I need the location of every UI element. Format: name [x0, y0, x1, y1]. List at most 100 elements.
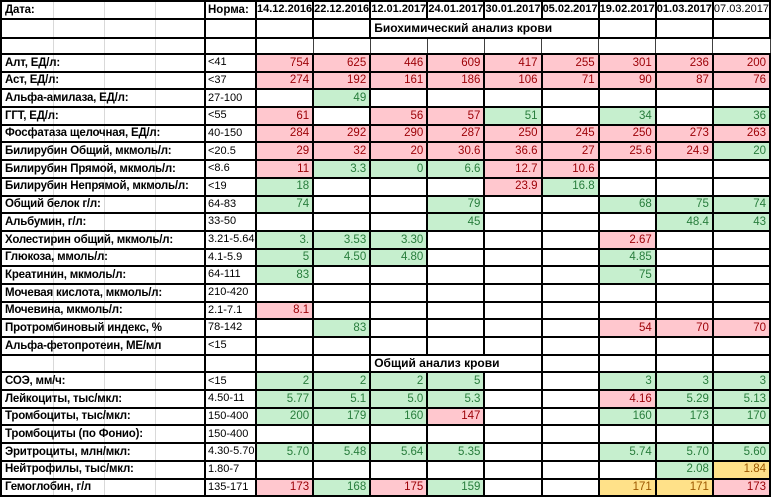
cell-r16-c2[interactable] — [369, 300, 429, 321]
cell-r3-c1[interactable]: 192 — [312, 70, 372, 91]
cell-r7-c1[interactable]: 32 — [312, 141, 372, 162]
cell-r16-c6[interactable] — [597, 300, 657, 321]
cell-r13-c0[interactable]: 5 — [254, 247, 315, 268]
row-label-20[interactable]: СОЭ, мм/ч: — [0, 371, 206, 392]
cell-r8-c6[interactable] — [597, 159, 657, 179]
cell-r9-c7[interactable] — [654, 176, 714, 197]
cell-r9-c2[interactable] — [369, 176, 429, 197]
cell-r24-c2[interactable]: 5.64 — [369, 442, 429, 462]
cell-r17-c6[interactable]: 54 — [597, 318, 657, 338]
row-label-7[interactable]: Билирубин Общий, мкмоль/л: — [0, 141, 206, 162]
cell-r22-c7[interactable]: 173 — [654, 406, 714, 427]
cell-r3-c3[interactable]: 186 — [426, 70, 486, 91]
cell-r26-c2[interactable]: 175 — [369, 477, 429, 498]
cell-r2-c8[interactable]: 200 — [711, 53, 771, 73]
cell-r12-c1[interactable]: 3.53 — [312, 229, 372, 250]
cell-r4-c0[interactable] — [254, 88, 315, 109]
cell-r5-c5[interactable] — [540, 106, 600, 126]
date-header-1[interactable]: 22.12.2016 — [312, 0, 372, 20]
cell-r15-c1[interactable] — [312, 282, 372, 303]
cell-r17-c7[interactable]: 70 — [654, 318, 714, 338]
cell-r10-c1[interactable] — [312, 194, 372, 215]
row-label-26[interactable]: Гемоглобин, г/л — [0, 477, 206, 498]
cell-r19-c0[interactable] — [254, 353, 315, 374]
cell-r10-c5[interactable] — [540, 194, 600, 215]
row-label-17[interactable]: Протромбиновый индекс, % — [0, 318, 206, 338]
cell-r24-c7[interactable]: 5.70 — [654, 442, 714, 462]
row-label-13[interactable]: Глюкоза, ммоль/л: — [0, 247, 206, 268]
cell-r24-c0[interactable]: 5.70 — [254, 442, 315, 462]
cell-r20-c4[interactable] — [483, 371, 543, 392]
row-label-21[interactable]: Лейкоциты, тыс/мкл: — [0, 389, 206, 409]
cell-r18-c0[interactable] — [254, 336, 315, 356]
cell-r2-c7[interactable]: 236 — [654, 53, 714, 73]
cell-r16-c8[interactable] — [711, 300, 771, 321]
cell-r11-c3[interactable]: 45 — [426, 212, 486, 232]
row-label-8[interactable]: Билирубин Прямой, мкмоль/л: — [0, 159, 206, 179]
cell-r24-c4[interactable] — [483, 442, 543, 462]
cell-r9-c8[interactable] — [711, 176, 771, 197]
cell-r20-c0[interactable]: 2 — [254, 371, 315, 392]
cell-r23-c2[interactable] — [369, 424, 429, 445]
cell-r7-c7[interactable]: 24.9 — [654, 141, 714, 162]
norm-cell-7[interactable]: <20.5 — [204, 141, 257, 162]
cell-r16-c7[interactable] — [654, 300, 714, 321]
date-header-6[interactable]: 19.02.2017 — [597, 0, 657, 20]
cell-r9-c0[interactable]: 18 — [254, 176, 315, 197]
norm-cell-10[interactable]: 64-83 — [204, 194, 257, 215]
cell-r7-c0[interactable]: 29 — [254, 141, 315, 162]
cell-r4-c1[interactable]: 49 — [312, 88, 372, 109]
cell-r19-c6[interactable] — [597, 353, 657, 374]
cell-r18-c2[interactable] — [369, 336, 429, 356]
norm-cell-23[interactable]: 150-400 — [204, 424, 257, 445]
cell-r22-c6[interactable]: 160 — [597, 406, 657, 427]
cell-r24-c5[interactable] — [540, 442, 600, 462]
cell-r3-c0[interactable]: 274 — [254, 70, 315, 91]
cell-r22-c5[interactable] — [540, 406, 600, 427]
cell-r18-c4[interactable] — [483, 336, 543, 356]
cell-r14-c1[interactable] — [312, 265, 372, 285]
cell-r22-c1[interactable]: 179 — [312, 406, 372, 427]
cell-r17-c4[interactable] — [483, 318, 543, 338]
spacer-cell-4[interactable] — [483, 37, 543, 55]
cell-r7-c8[interactable]: 20 — [711, 141, 771, 162]
cell-r2-c2[interactable]: 446 — [369, 53, 429, 73]
cell-r12-c3[interactable] — [426, 229, 486, 250]
cell-r2-c4[interactable]: 417 — [483, 53, 543, 73]
cell-r12-c2[interactable]: 3.30 — [369, 229, 429, 250]
cell-r8-c0[interactable]: 11 — [254, 159, 315, 179]
row-label-9[interactable]: Билирубин Непрямой, мкмоль/л: — [0, 176, 206, 197]
cell-r18-c3[interactable] — [426, 336, 486, 356]
section-label-cell-0[interactable] — [0, 18, 206, 39]
cell-r15-c5[interactable] — [540, 282, 600, 303]
row-label-11[interactable]: Альбумин, г/л: — [0, 212, 206, 232]
cell-r23-c5[interactable] — [540, 424, 600, 445]
cell-r21-c7[interactable]: 5.29 — [654, 389, 714, 409]
cell-r9-c4[interactable]: 23.9 — [483, 176, 543, 197]
cell-r21-c5[interactable] — [540, 389, 600, 409]
cell-r11-c8[interactable]: 43 — [711, 212, 771, 232]
cell-r3-c8[interactable]: 76 — [711, 70, 771, 91]
cell-r26-c1[interactable]: 168 — [312, 477, 372, 498]
cell-r15-c3[interactable] — [426, 282, 486, 303]
row-label-2[interactable]: Алт, ЕД/л: — [0, 53, 206, 73]
cell-r20-c1[interactable]: 2 — [312, 371, 372, 392]
norm-label-cell[interactable]: Норма: — [204, 0, 257, 20]
row-label-23[interactable]: Тромбоциты (по Фонио): — [0, 424, 206, 445]
spacer-norm-cell[interactable] — [204, 37, 257, 55]
cell-r7-c6[interactable]: 25.6 — [597, 141, 657, 162]
cell-r25-c2[interactable] — [369, 459, 429, 480]
cell-r17-c8[interactable]: 70 — [711, 318, 771, 338]
cell-r7-c2[interactable]: 20 — [369, 141, 429, 162]
cell-r26-c4[interactable] — [483, 477, 543, 498]
cell-r14-c6[interactable]: 75 — [597, 265, 657, 285]
cell-r0-c7[interactable] — [654, 18, 714, 39]
cell-r17-c2[interactable] — [369, 318, 429, 338]
cell-r4-c2[interactable] — [369, 88, 429, 109]
cell-r13-c6[interactable]: 4.85 — [597, 247, 657, 268]
cell-r22-c3[interactable]: 147 — [426, 406, 486, 427]
cell-r12-c0[interactable]: 3. — [254, 229, 315, 250]
cell-r26-c6[interactable]: 171 — [597, 477, 657, 498]
cell-r6-c4[interactable]: 250 — [483, 123, 543, 144]
cell-r7-c5[interactable]: 27 — [540, 141, 600, 162]
